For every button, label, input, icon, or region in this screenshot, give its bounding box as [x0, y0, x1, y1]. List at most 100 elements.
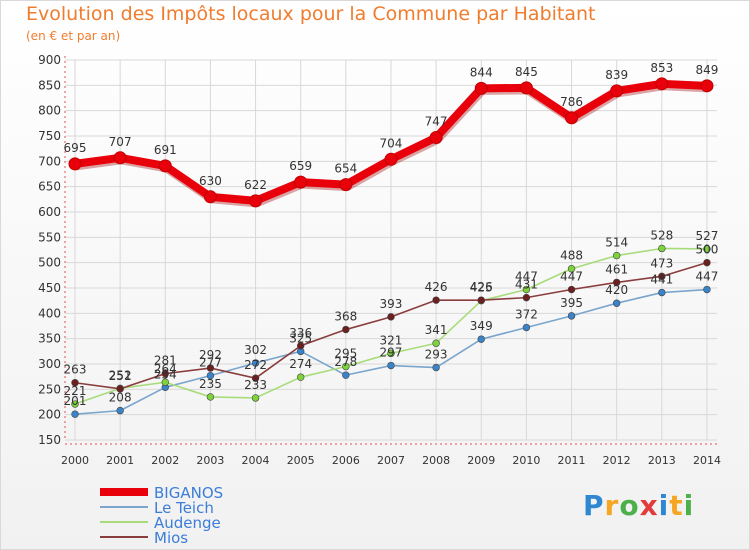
y-tick-label: 400 [38, 306, 61, 320]
data-point [658, 244, 666, 253]
data-label: 251 [109, 369, 132, 383]
data-point [522, 323, 531, 332]
data-label: 274 [289, 357, 312, 371]
y-tick-label: 200 [38, 408, 61, 422]
data-label: 297 [380, 346, 403, 360]
y-tick-label: 350 [38, 332, 61, 346]
data-label: 302 [244, 343, 267, 357]
data-point [612, 299, 621, 307]
data-point [249, 194, 263, 208]
x-tick-label: 2004 [242, 454, 270, 467]
legend-label: Audenge [154, 514, 221, 532]
x-tick-label: 2011 [558, 454, 586, 467]
data-point [71, 379, 79, 387]
data-point [655, 77, 669, 91]
data-point [342, 325, 350, 334]
chart-subtitle: (en € et par an) [26, 29, 121, 43]
legend-swatch [100, 536, 148, 538]
y-tick-label: 650 [38, 180, 61, 194]
data-point [71, 410, 79, 418]
data-point [432, 363, 440, 372]
data-label: 221 [64, 384, 87, 398]
data-point [567, 285, 576, 294]
data-point [251, 394, 260, 402]
data-point [432, 339, 440, 347]
legend-label: Le Teich [154, 499, 214, 517]
data-point [658, 288, 666, 297]
data-label: 527 [696, 229, 719, 243]
data-point [477, 335, 485, 343]
logo-letter: i [683, 489, 695, 522]
data-point [387, 349, 395, 358]
data-label: 272 [244, 358, 267, 372]
data-point [203, 190, 217, 204]
logo-letter: r [604, 489, 620, 522]
legend-label: Mios [154, 529, 189, 547]
chart-title: Evolution des Impôts locaux pour la Comm… [26, 3, 596, 25]
data-label: 447 [560, 270, 583, 284]
x-tick-label: 2010 [512, 454, 540, 467]
data-point [161, 378, 169, 386]
data-label: 368 [334, 310, 357, 324]
y-tick-label: 700 [38, 154, 61, 168]
y-tick-label: 800 [38, 104, 61, 118]
data-label: 349 [470, 319, 493, 333]
x-tick-label: 2007 [377, 454, 405, 467]
logo-letter: t [669, 489, 684, 522]
data-point [703, 258, 711, 267]
y-tick-label: 600 [38, 205, 61, 219]
data-point [432, 296, 440, 304]
data-label: 254 [154, 367, 177, 381]
data-point [567, 312, 576, 320]
x-tick-label: 2012 [603, 454, 631, 467]
y-tick-label: 300 [38, 357, 61, 371]
data-point [610, 84, 624, 98]
x-tick-label: 2000 [61, 454, 89, 467]
data-label: 293 [425, 348, 448, 362]
data-label: 263 [64, 363, 87, 377]
data-point [519, 81, 533, 95]
y-tick-label: 750 [38, 129, 61, 143]
x-tick-label: 2001 [106, 454, 134, 467]
data-point [700, 79, 714, 93]
data-label: 252 [109, 368, 132, 382]
data-label: 514 [605, 236, 628, 250]
y-tick-label: 500 [38, 256, 61, 270]
data-label: 426 [470, 280, 493, 294]
data-point [612, 251, 621, 260]
x-tick-label: 2002 [151, 454, 179, 467]
data-label: 500 [696, 243, 719, 257]
data-point [158, 159, 172, 173]
data-label: 395 [560, 296, 583, 310]
data-point [116, 385, 124, 393]
data-label: 461 [605, 262, 628, 276]
data-label: 425 [470, 281, 493, 295]
data-label: 341 [425, 323, 448, 337]
data-label: 277 [199, 356, 222, 370]
data-label: 707 [109, 135, 132, 149]
data-point [342, 362, 350, 371]
data-point [206, 393, 215, 401]
legend-swatch [100, 488, 148, 496]
data-point [251, 374, 260, 382]
y-tick-label: 150 [38, 433, 61, 447]
data-label: 845 [515, 65, 538, 79]
data-point [342, 371, 350, 379]
data-point [339, 178, 353, 192]
data-label: 292 [199, 348, 222, 362]
legend-label: BIGANOS [154, 484, 224, 502]
data-label: 295 [334, 347, 357, 361]
data-point [522, 293, 531, 302]
data-point [703, 285, 711, 294]
y-tick-label: 550 [38, 230, 61, 244]
data-label: 264 [154, 362, 177, 376]
data-label: 786 [560, 95, 583, 109]
data-point [429, 131, 443, 145]
data-label: 659 [289, 159, 312, 173]
data-label: 233 [244, 378, 267, 392]
data-point [206, 364, 215, 372]
data-label: 201 [64, 394, 87, 408]
data-label: 654 [334, 162, 357, 176]
logo-letter: P [583, 489, 605, 522]
data-label: 488 [560, 249, 583, 263]
